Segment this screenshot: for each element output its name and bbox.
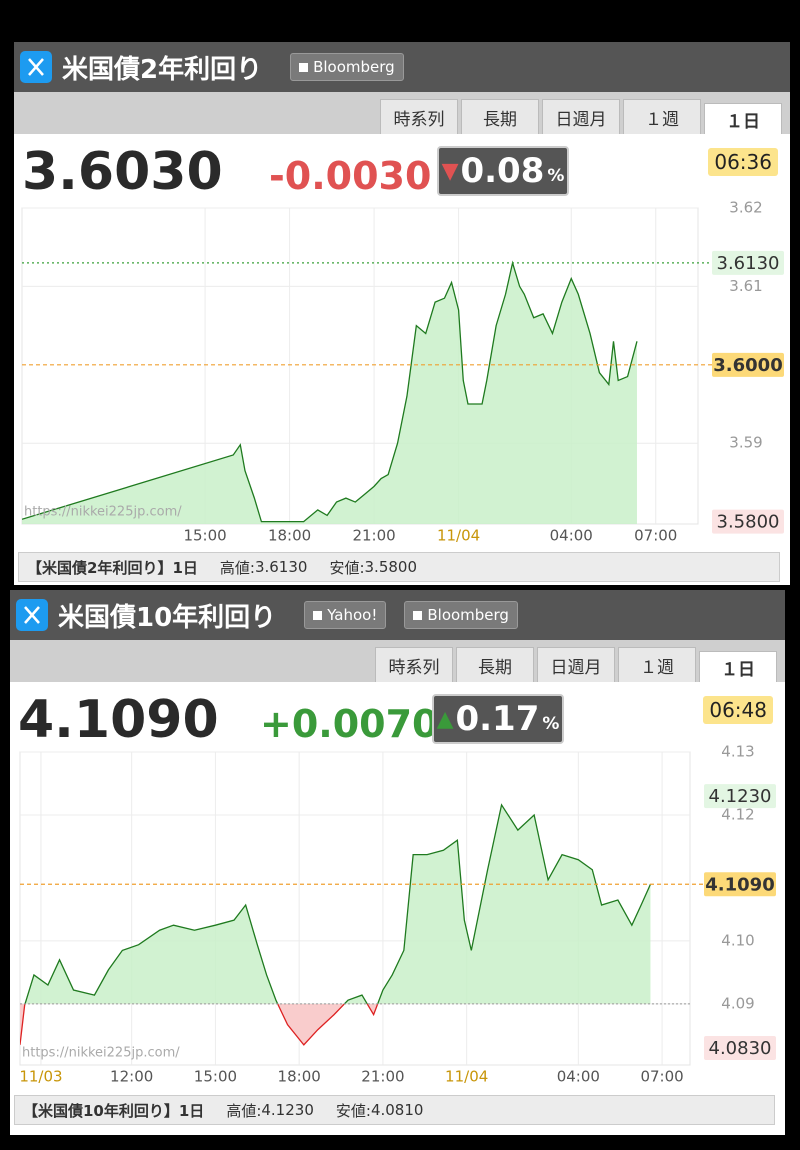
tab-bar: 時系列 長期 日週月 １週 １日	[14, 92, 790, 134]
x-icon[interactable]	[20, 51, 52, 83]
low-label: 安値:	[335, 1101, 371, 1120]
x-tick-label: 18:00	[268, 527, 311, 545]
price: 4.1090	[18, 690, 219, 750]
reference-badge	[712, 250, 784, 275]
low-value: 4.0810	[370, 1101, 424, 1119]
reference-badge	[704, 872, 776, 897]
reference-label: 3.5800	[717, 512, 780, 533]
percent-unit: %	[547, 166, 565, 186]
high-value: 4.1230	[261, 1101, 314, 1119]
tab[interactable]: 長期	[456, 647, 534, 682]
change: -0.0030	[269, 154, 432, 198]
change-percent: 0.08	[460, 151, 545, 191]
percent-unit: %	[542, 714, 560, 734]
arrow: ▼	[441, 158, 459, 184]
y-tick-label: 4.09	[721, 994, 754, 1012]
source-name: Bloomberg	[313, 58, 395, 76]
high-value: 3.6130	[254, 558, 308, 576]
tab[interactable]: 時系列	[380, 99, 458, 134]
high-label: 高値:	[226, 1101, 262, 1120]
source-link[interactable]: Bloomberg	[404, 601, 518, 629]
reference-label: 4.0830	[709, 1038, 772, 1059]
change-percent: 0.17	[455, 699, 540, 739]
y-tick-label: 4.10	[721, 931, 754, 949]
title: 米国債2年利回り	[62, 54, 263, 85]
x-tick-label: 15:00	[183, 527, 226, 545]
reference-label: 3.6000	[713, 355, 782, 376]
reference-label: 3.6130	[717, 253, 780, 274]
x-tick-label: 07:00	[634, 527, 677, 545]
y-tick-label: 3.62	[729, 199, 762, 217]
tab[interactable]: １週	[618, 647, 696, 682]
price: 3.6030	[22, 142, 223, 202]
x-tick-label: 18:00	[278, 1068, 321, 1086]
tab[interactable]: 日週月	[537, 647, 615, 682]
line	[24, 803, 652, 1004]
reference-label: 4.1230	[709, 786, 772, 807]
chart: 11/03 12:00 15:00 18:00 21:00 11/04 04:00 07:00…	[19, 743, 776, 1086]
reference-badge	[712, 352, 784, 377]
x-tick-label: 11/04	[437, 527, 480, 545]
change-percent-box: ▲ 0.17%	[432, 694, 564, 744]
chart: 15:00 18:00 21:00 11/04 04:00 07:00 3.62 3.61 3.…	[21, 199, 784, 545]
watermark: https://nikkei225jp.com/	[24, 505, 182, 520]
footer-name: 【米国債2年利回り】1日	[27, 558, 198, 577]
y-tick-label: 4.12	[721, 805, 754, 823]
source-link[interactable]: Yahoo!	[304, 601, 387, 629]
footer-name: 【米国債10年利回り】1日	[23, 1101, 205, 1120]
change: +0.0070	[260, 702, 439, 746]
line	[22, 260, 638, 523]
footer: 【米国債2年利回り】1日 高値: 3.6130 安値: 3.5800	[18, 552, 780, 582]
x-tick-label: 11/03	[19, 1068, 62, 1086]
x-tick-label: 21:00	[352, 527, 395, 545]
link-icon	[299, 62, 309, 72]
change-percent-box: ▼ 0.08%	[437, 146, 569, 196]
tab[interactable]: １週	[623, 99, 701, 134]
header: 米国債10年利回り Yahoo! Bloomberg	[10, 590, 785, 640]
x-tick-label: 11/04	[445, 1068, 488, 1086]
title: 米国債10年利回り	[58, 602, 277, 633]
y-tick-label: 3.59	[729, 434, 762, 452]
source-name: Yahoo!	[327, 606, 378, 624]
tab[interactable]: 長期	[461, 99, 539, 134]
widget-panel: 15:00 18:00 21:00 11/04 04:00 07:00 3.62 3.61 3.…	[14, 42, 790, 585]
x-tick-label: 07:00	[640, 1068, 683, 1086]
low-label: 安値:	[329, 558, 365, 577]
x-tick-label: 21:00	[361, 1068, 404, 1086]
x-tick-label: 04:00	[557, 1068, 600, 1086]
reference-badge	[704, 784, 776, 809]
source-name: Bloomberg	[427, 606, 509, 624]
x-icon[interactable]	[16, 599, 48, 631]
update-time: 06:48	[703, 696, 773, 724]
source-link[interactable]: Bloomberg	[290, 53, 404, 81]
x-tick-label: 12:00	[110, 1068, 153, 1086]
tab[interactable]: 日週月	[542, 99, 620, 134]
low-value: 3.5800	[364, 558, 418, 576]
tab-bar: 時系列 長期 日週月 １週 １日	[10, 640, 785, 682]
tab[interactable]: １日	[699, 651, 777, 682]
x-tick-label: 15:00	[194, 1068, 237, 1086]
reference-badge	[704, 1035, 776, 1060]
high-label: 高値:	[219, 558, 255, 577]
tab[interactable]: 時系列	[375, 647, 453, 682]
reference-label: 4.1090	[705, 874, 774, 895]
link-icon	[313, 610, 323, 620]
update-time: 06:36	[708, 148, 778, 176]
tab[interactable]: １日	[704, 103, 782, 134]
link-icon	[413, 610, 423, 620]
y-tick-label: 3.61	[729, 277, 762, 295]
x-tick-label: 04:00	[550, 527, 593, 545]
y-tick-label: 4.13	[721, 743, 754, 761]
area	[20, 804, 651, 1004]
area-below	[20, 1003, 378, 1045]
footer: 【米国債10年利回り】1日 高値: 4.1230 安値: 4.0810	[14, 1095, 775, 1125]
widget-panel: 11/03 12:00 15:00 18:00 21:00 11/04 04:00 07:00…	[10, 590, 785, 1135]
header: 米国債2年利回り Bloomberg	[14, 42, 790, 92]
area	[22, 262, 637, 524]
watermark: https://nikkei225jp.com/	[22, 1046, 180, 1061]
arrow: ▲	[436, 706, 454, 732]
reference-badge	[712, 509, 784, 534]
